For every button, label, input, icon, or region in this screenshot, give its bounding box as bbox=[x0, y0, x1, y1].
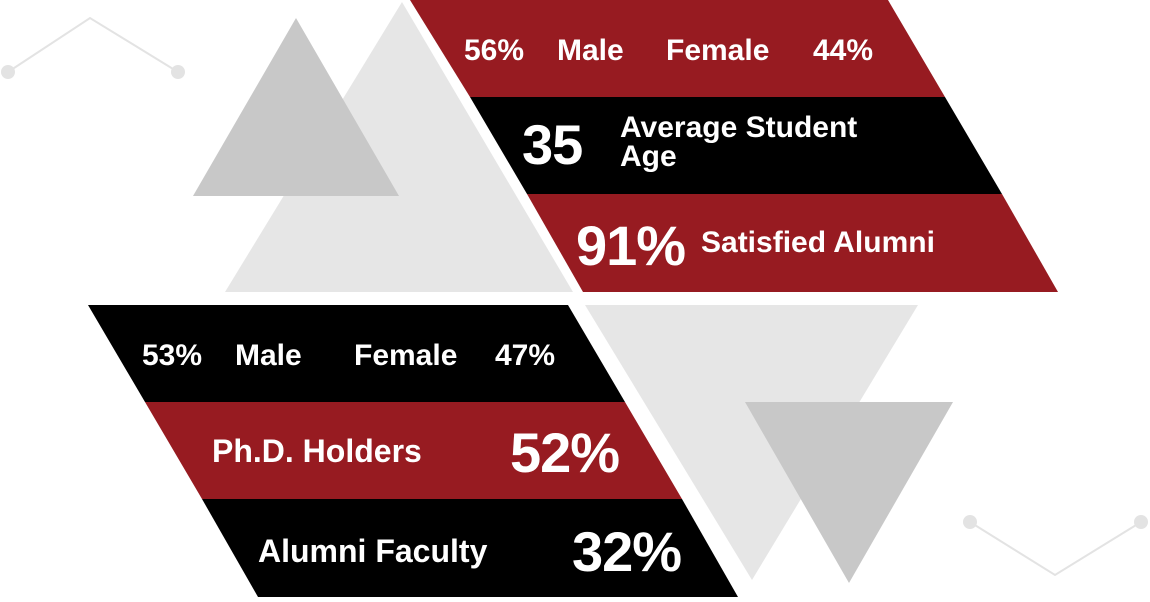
average-age-label-line1: Average Student bbox=[620, 111, 858, 144]
top-male-label: Male bbox=[557, 34, 624, 67]
alumni-faculty-value: 32% bbox=[572, 520, 682, 583]
network-line bbox=[969, 521, 1142, 577]
bottom-female-percent: 47% bbox=[495, 339, 556, 372]
top-alumni-band bbox=[527, 194, 1058, 292]
bottom-male-label: Male bbox=[235, 339, 302, 372]
average-age-value: 35 bbox=[522, 113, 583, 176]
light-triangle-down bbox=[585, 305, 918, 580]
network-node bbox=[963, 515, 977, 529]
top-female-percent: 44% bbox=[813, 34, 874, 67]
dark-triangle-up bbox=[193, 18, 399, 196]
bottom-gender-band bbox=[88, 305, 625, 402]
bottom-phd-band bbox=[145, 402, 682, 499]
dark-triangle-down bbox=[745, 402, 953, 583]
bottom-female-label: Female bbox=[354, 339, 458, 372]
phd-holders-value: 52% bbox=[510, 421, 620, 484]
top-gender-band bbox=[410, 0, 945, 97]
phd-holders-label: Ph.D. Holders bbox=[212, 433, 422, 469]
network-node bbox=[1, 65, 15, 79]
top-male-percent: 56% bbox=[464, 34, 525, 67]
top-left-network-lines bbox=[1, 16, 185, 79]
average-age-label-line2: Age bbox=[620, 140, 677, 173]
bottom-male-percent: 53% bbox=[142, 339, 203, 372]
light-triangle-up bbox=[225, 2, 573, 292]
network-node bbox=[1134, 515, 1148, 529]
alumni-faculty-label: Alumni Faculty bbox=[258, 533, 488, 569]
bottom-faculty-band bbox=[202, 499, 738, 597]
satisfied-alumni-value: 91% bbox=[576, 214, 686, 277]
network-node bbox=[171, 65, 185, 79]
satisfied-alumni-label: Satisfied Alumni bbox=[701, 226, 935, 259]
top-female-label: Female bbox=[666, 34, 770, 67]
top-age-band bbox=[470, 97, 1002, 194]
bottom-right-network-lines bbox=[963, 515, 1148, 577]
network-line bbox=[7, 16, 179, 73]
